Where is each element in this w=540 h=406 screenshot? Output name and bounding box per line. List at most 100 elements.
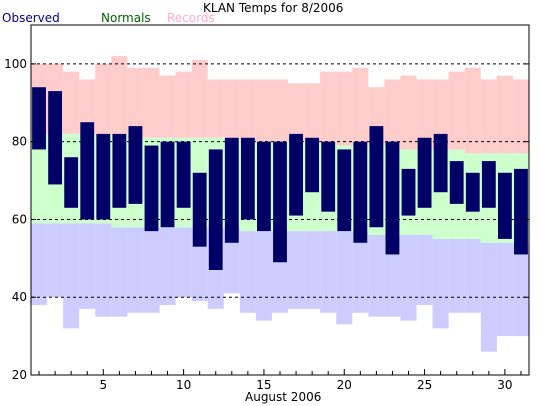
observed-bar: [192, 172, 207, 247]
observed-bar: [498, 172, 512, 239]
record-high-bar: [400, 75, 417, 150]
record-low-bar: [159, 227, 176, 305]
record-high-bar: [480, 79, 497, 154]
record-high-bar: [464, 67, 481, 154]
x-tick-label: 20: [337, 378, 352, 392]
observed-bar: [321, 141, 336, 212]
y-tick-label: 60: [12, 212, 27, 226]
record-low-bar: [512, 242, 529, 337]
record-bars: [31, 56, 529, 352]
record-low-bar: [496, 242, 513, 337]
record-low-bar: [111, 227, 128, 317]
record-low-bar: [448, 238, 465, 313]
x-tick-label: 15: [256, 378, 271, 392]
record-high-bar: [448, 71, 465, 150]
record-low-bar: [223, 227, 240, 294]
record-high-bar: [512, 79, 529, 154]
record-low-bar: [79, 223, 96, 309]
y-tick-label: 100: [4, 57, 27, 71]
record-low-bar: [63, 223, 80, 329]
observed-bar: [48, 91, 63, 185]
observed-bar: [401, 168, 416, 216]
observed-bar: [64, 157, 79, 208]
observed-bar: [160, 141, 175, 228]
observed-bar: [273, 141, 287, 263]
record-high-bar: [432, 79, 449, 150]
record-low-bar: [255, 231, 272, 321]
record-high-bar: [255, 79, 272, 142]
legend-records: Records: [167, 11, 215, 25]
observed-bar: [369, 126, 384, 228]
observed-bar: [385, 141, 400, 255]
record-high-bar: [63, 71, 80, 134]
y-tick-label: 40: [12, 290, 27, 304]
x-axis-label: August 2006: [245, 390, 321, 404]
observed-bar: [514, 168, 528, 255]
record-low-bar: [95, 223, 112, 317]
record-high-bar: [320, 71, 337, 142]
observed-bar: [240, 137, 255, 220]
observed-bar: [32, 87, 46, 150]
observed-bar: [96, 133, 111, 220]
record-high-bar: [352, 67, 369, 146]
axes: [30, 24, 530, 376]
record-low-bar: [336, 231, 353, 325]
observed-bar: [257, 141, 271, 232]
record-high-bar: [336, 71, 353, 146]
observed-bar: [305, 137, 320, 193]
y-tick-label: 20: [12, 368, 27, 382]
legend-normals: Normals: [101, 11, 151, 25]
record-low-bar: [384, 235, 401, 317]
record-high-bar: [159, 75, 176, 138]
x-tick-label: 5: [99, 378, 107, 392]
observed-bar: [417, 137, 432, 208]
x-tick-label: 10: [176, 378, 191, 392]
record-high-bar: [239, 79, 256, 142]
observed-bar: [289, 133, 303, 216]
record-high-bar: [304, 83, 321, 142]
tick-labels: 20 40 60 80 100 5 10 15 20 25 30: [4, 57, 512, 392]
observed-bar: [337, 149, 352, 232]
legend-observed: Observed: [2, 11, 60, 25]
observed-bar: [353, 141, 368, 243]
observed-bar: [144, 145, 159, 232]
record-high-bar: [384, 79, 401, 146]
record-low-bar: [416, 235, 433, 305]
record-low-bar: [320, 231, 337, 313]
record-high-bar: [271, 79, 289, 142]
observed-bar: [433, 133, 448, 193]
observed-bar: [208, 149, 223, 270]
observed-bar: [176, 141, 191, 208]
y-tick-label: 80: [12, 135, 27, 149]
x-tick-label: 25: [417, 378, 432, 392]
observed-bar: [80, 122, 95, 220]
record-low-bar: [304, 231, 321, 309]
observed-bar: [465, 172, 480, 212]
record-low-bar: [143, 227, 160, 313]
observed-bars: [32, 87, 528, 270]
record-low-bar: [352, 231, 369, 313]
record-low-bar: [400, 235, 417, 321]
chart-title: KLAN Temps for 8/2006: [203, 1, 343, 15]
observed-bar: [128, 126, 143, 204]
observed-bar: [112, 133, 127, 208]
record-high-bar: [496, 75, 513, 154]
record-low-bar: [127, 227, 144, 313]
record-low-bar: [31, 223, 48, 305]
observed-bar: [481, 161, 496, 208]
normal-range-bar: [31, 133, 48, 224]
record-high-bar: [288, 83, 305, 142]
record-high-bar: [95, 63, 112, 134]
record-low-bar: [368, 235, 385, 317]
record-high-bar: [207, 79, 224, 138]
record-low-bar: [288, 231, 305, 309]
x-tick-label: 30: [497, 378, 512, 392]
observed-bar: [224, 137, 239, 243]
record-low-bar: [175, 227, 192, 298]
record-high-bar: [191, 60, 208, 138]
record-low-bar: [239, 231, 256, 313]
record-low-bar: [432, 238, 449, 329]
record-high-bar: [127, 67, 144, 138]
record-low-bar: [47, 223, 64, 298]
